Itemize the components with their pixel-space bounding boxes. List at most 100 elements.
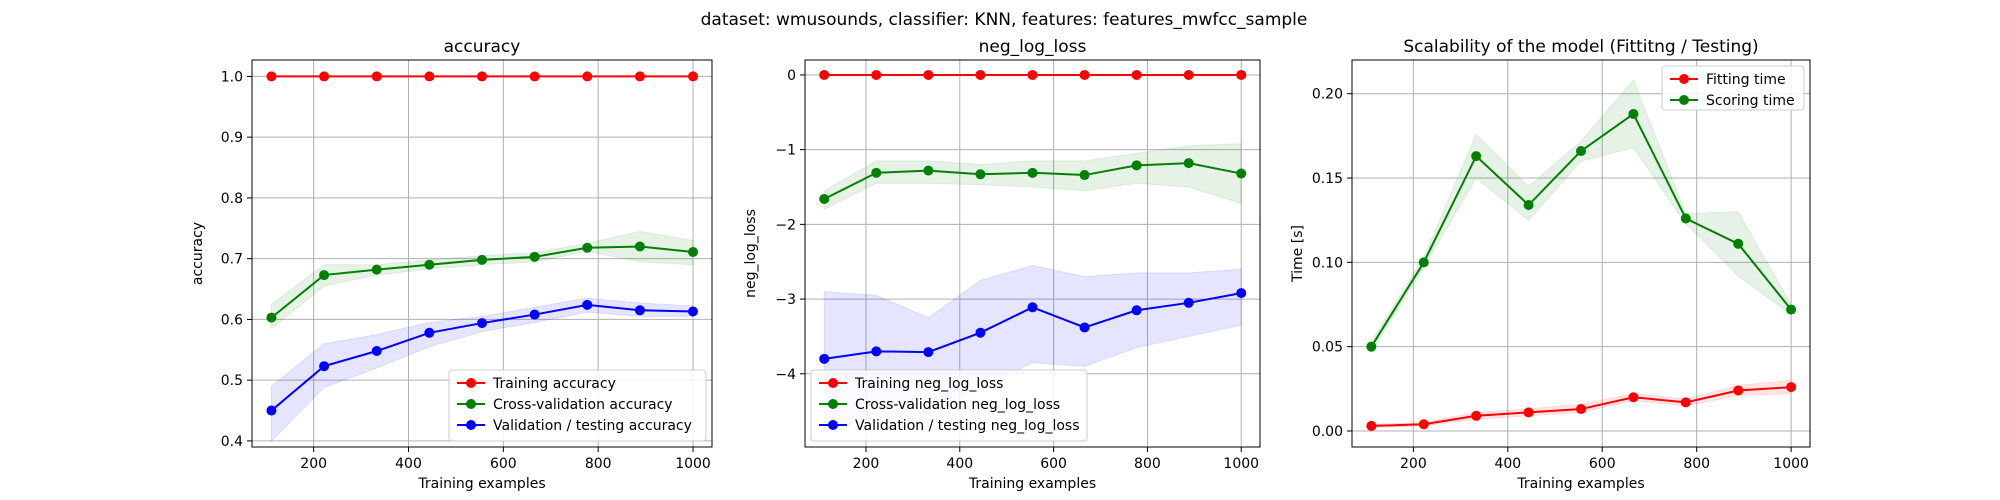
data-point	[1786, 304, 1797, 315]
data-point	[319, 270, 330, 281]
data-point	[1131, 69, 1142, 80]
data-point	[529, 251, 540, 262]
data-point	[529, 71, 540, 82]
data-point	[1628, 392, 1639, 403]
y-tick-label: −1	[775, 143, 796, 159]
data-point	[1733, 238, 1744, 249]
data-point	[1523, 200, 1534, 211]
legend-entry-label: Cross-validation accuracy	[493, 397, 673, 413]
series-band-0	[1370, 379, 1792, 429]
chart-title: Scalability of the model (Fittitng / Tes…	[1403, 37, 1758, 57]
x-tick-label: 400	[946, 456, 973, 472]
data-point	[477, 254, 487, 265]
legend-entry-label: Scoring time	[1706, 93, 1795, 109]
data-point	[424, 71, 435, 82]
y-tick-label: 0.6	[221, 312, 243, 328]
axes-frame	[251, 59, 713, 448]
chart-title: accuracy	[444, 37, 521, 57]
legend: Fitting time Scoring time	[1661, 65, 1805, 111]
x-tick-label: 1000	[675, 456, 711, 472]
chart-0: 200 400 600 800 1000 0.4 0.5 0.6 0.7 0.8 0.9 1.0 acc…	[190, 37, 713, 492]
data-point	[634, 241, 645, 252]
x-tick-label: 200	[300, 456, 327, 472]
data-point	[1418, 257, 1429, 268]
data-point	[634, 305, 645, 316]
data-point	[266, 312, 277, 323]
legend-entry-label: Validation / testing neg_log_loss	[855, 418, 1080, 434]
data-point	[1366, 420, 1377, 431]
data-point	[1471, 151, 1482, 162]
legend-swatch-marker	[466, 420, 476, 430]
data-point	[371, 71, 382, 82]
legend-entry-label: Training accuracy	[492, 376, 616, 392]
y-tick-label: 0	[787, 68, 796, 84]
data-point	[582, 242, 593, 253]
x-tick-label: 600	[490, 456, 517, 472]
data-point	[1471, 410, 1482, 421]
data-point	[1576, 146, 1586, 157]
data-point	[1418, 419, 1429, 430]
data-point	[819, 193, 830, 204]
data-point	[1027, 69, 1038, 80]
data-point	[688, 306, 699, 317]
y-tick-label: 1.0	[221, 69, 243, 85]
x-tick-label: 400	[395, 456, 422, 472]
y-tick-label: −3	[775, 292, 796, 308]
data-point	[371, 264, 382, 275]
figure-suptitle: dataset: wmusounds, classifier: KNN, fea…	[701, 10, 1308, 30]
x-tick-label: 400	[1494, 456, 1521, 472]
chart-title: neg_log_loss	[979, 37, 1087, 57]
legend-swatch-marker	[1679, 74, 1689, 84]
legend: Training accuracy Cross-validation accura…	[448, 369, 707, 442]
legend-entry-label: Validation / testing accuracy	[493, 418, 692, 434]
data-point	[1733, 385, 1744, 396]
legend-entry-label: Training neg_log_loss	[854, 376, 1003, 392]
axes-frame	[804, 59, 1261, 448]
x-axis-label: Training examples	[1516, 476, 1644, 492]
data-point	[975, 169, 986, 180]
data-point	[319, 71, 330, 82]
data-point	[477, 318, 487, 329]
x-tick-label: 600	[1589, 456, 1616, 472]
legend-entry-label: Cross-validation neg_log_loss	[855, 397, 1060, 413]
data-point	[1576, 404, 1586, 415]
data-point	[1131, 305, 1142, 316]
data-point	[819, 69, 830, 80]
data-point	[871, 346, 882, 357]
data-point	[975, 69, 986, 80]
data-point	[1027, 167, 1038, 178]
y-tick-label: −4	[775, 367, 796, 383]
x-tick-label: 200	[1400, 456, 1427, 472]
data-point	[819, 353, 830, 364]
legend-box	[448, 369, 707, 442]
x-axis-label: Training examples	[417, 476, 545, 492]
chart-2: 200 400 600 800 1000 0.00 0.05 0.10 0.15 0.20 Scal…	[1290, 37, 1811, 492]
x-tick-label: 800	[1134, 456, 1161, 472]
data-point	[1523, 407, 1534, 418]
data-point	[1786, 382, 1797, 393]
legend-swatch-marker	[466, 378, 476, 388]
x-tick-label: 200	[853, 456, 880, 472]
axes-frame	[1351, 59, 1811, 448]
y-tick-label: 0.05	[1312, 340, 1343, 356]
y-tick-label: 0.5	[221, 373, 243, 389]
y-tick-label: 0.10	[1312, 255, 1343, 271]
data-point	[424, 327, 435, 338]
data-point	[1079, 170, 1090, 181]
data-point	[1183, 69, 1194, 80]
legend-box	[810, 369, 1088, 442]
data-point	[582, 299, 593, 310]
data-point	[529, 309, 540, 320]
data-point	[1027, 302, 1038, 313]
data-point	[371, 346, 382, 357]
legend: Training neg_log_loss Cross-validation ne…	[810, 369, 1088, 442]
legend-swatch-marker	[828, 420, 838, 430]
y-tick-label: 0.15	[1312, 171, 1343, 187]
x-tick-label: 800	[1683, 456, 1710, 472]
y-axis-label: neg_log_loss	[743, 209, 759, 298]
data-point	[1183, 158, 1194, 169]
data-point	[975, 327, 986, 338]
y-tick-label: −2	[775, 217, 796, 233]
data-point	[923, 165, 934, 176]
data-point	[1236, 288, 1247, 299]
